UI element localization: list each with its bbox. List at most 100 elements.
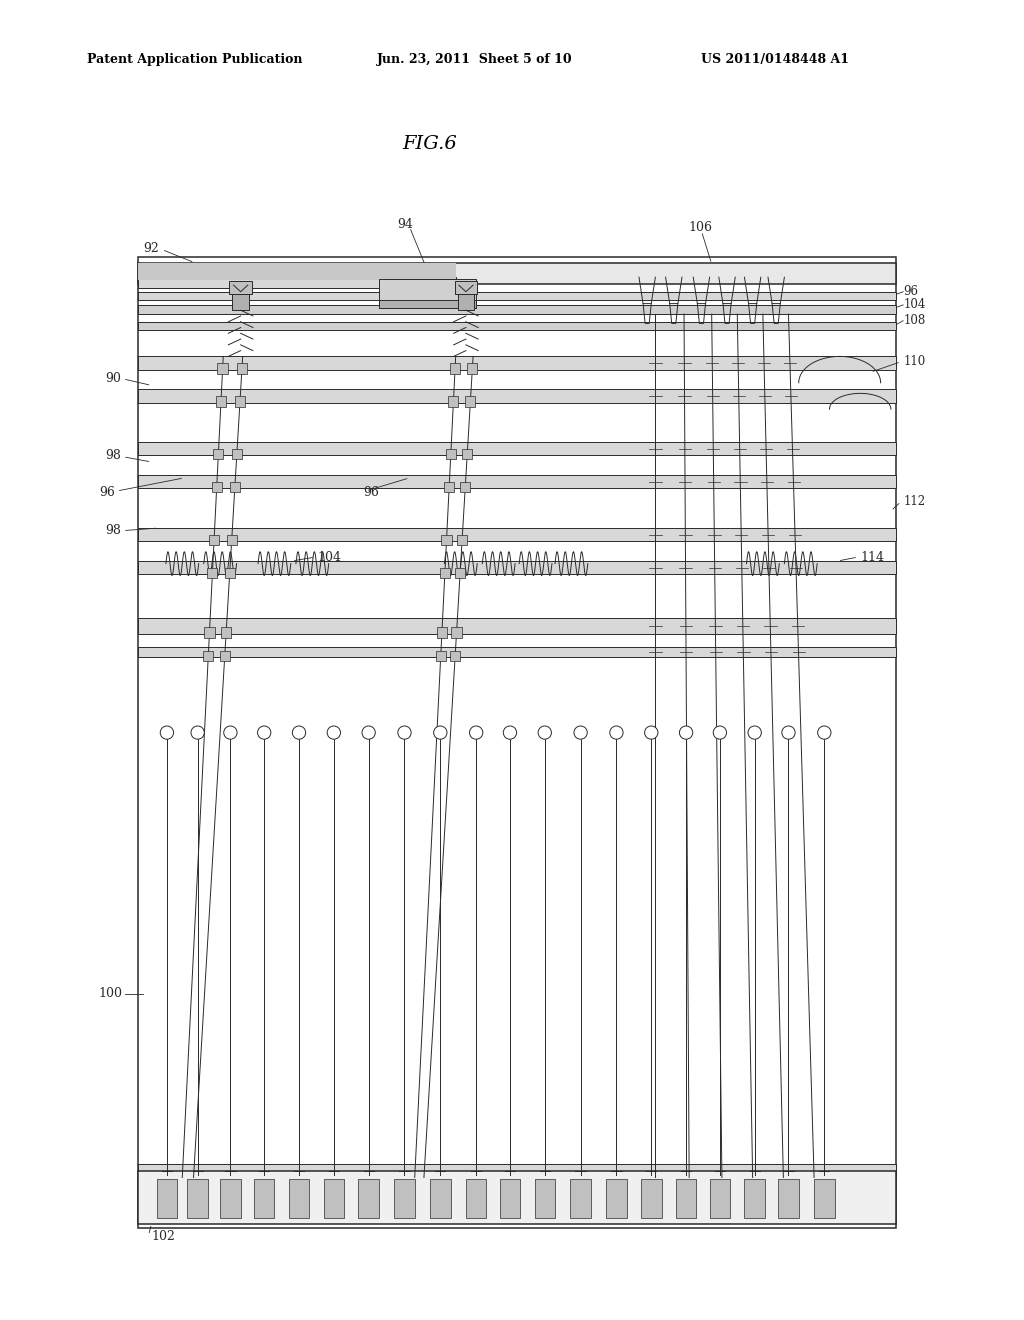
Bar [226,535,237,545]
Bar [138,618,896,634]
Bar [138,1164,896,1177]
Bar [221,627,231,638]
Bar [710,1179,730,1218]
Bar [209,535,219,545]
Bar [212,482,222,492]
Text: 104: 104 [903,298,926,312]
Bar [224,568,234,578]
Bar [138,263,896,284]
Bar [207,568,217,578]
Bar [449,396,459,407]
Bar [138,647,896,657]
Text: 102: 102 [152,1230,175,1243]
Bar [138,475,896,488]
Bar [138,356,896,370]
Bar [203,651,213,661]
Bar [450,651,460,661]
Bar [444,482,455,492]
Text: 96: 96 [98,486,115,499]
Bar [814,1179,835,1218]
Bar [676,1179,696,1218]
Text: FIG.6: FIG.6 [402,135,458,153]
Text: 114: 114 [860,550,884,564]
Bar [138,442,896,455]
Bar [157,1179,177,1218]
Bar [445,449,456,459]
Bar [231,449,242,459]
Text: 112: 112 [903,495,926,508]
Bar [379,279,476,308]
Bar [455,568,465,578]
Bar [455,281,477,294]
Text: 98: 98 [104,524,121,537]
Ellipse shape [645,726,658,739]
Bar [462,449,472,459]
Bar [289,1179,309,1218]
Bar [229,281,252,294]
Ellipse shape [610,726,623,739]
Bar [439,568,450,578]
Text: 104: 104 [317,550,341,564]
Bar [254,1179,274,1218]
Bar [234,396,245,407]
Ellipse shape [258,726,270,739]
Bar [219,651,229,661]
Ellipse shape [293,726,305,739]
Bar [452,627,462,638]
Bar [138,528,896,541]
Text: 100: 100 [99,987,123,1001]
Bar [606,1179,627,1218]
Text: Patent Application Publication: Patent Application Publication [87,53,302,66]
Bar [204,627,214,638]
Text: 94: 94 [397,218,414,231]
Ellipse shape [539,726,551,739]
Ellipse shape [190,726,205,739]
Bar [450,363,460,374]
Text: 90: 90 [104,372,121,385]
Ellipse shape [748,726,762,739]
Bar [430,1179,451,1218]
Bar [441,535,452,545]
Bar [466,1179,486,1218]
Text: Jun. 23, 2011  Sheet 5 of 10: Jun. 23, 2011 Sheet 5 of 10 [377,53,572,66]
Bar [138,561,896,574]
Text: 110: 110 [903,355,926,368]
Bar [138,305,896,314]
Ellipse shape [818,726,831,739]
Ellipse shape [713,726,726,739]
Ellipse shape [469,726,483,739]
Bar [570,1179,591,1218]
Ellipse shape [782,726,795,739]
Text: 96: 96 [903,285,919,298]
Bar [187,1179,208,1218]
Bar [138,277,456,288]
Bar [213,449,223,459]
Text: 96: 96 [364,486,380,499]
Ellipse shape [223,726,238,739]
Bar [379,300,476,308]
Bar [232,294,249,310]
Bar [138,263,456,280]
Ellipse shape [361,726,375,739]
Bar [457,535,467,545]
Ellipse shape [504,726,516,739]
Text: 108: 108 [903,314,926,327]
Bar [229,482,240,492]
Bar [435,651,445,661]
Bar [460,482,470,492]
Bar [138,389,896,403]
Bar [138,257,896,1228]
Bar [778,1179,799,1218]
Ellipse shape [434,726,447,739]
Bar [744,1179,765,1218]
Text: 92: 92 [143,242,159,255]
Bar [358,1179,379,1218]
Text: 106: 106 [688,220,712,234]
Bar [138,322,896,330]
Ellipse shape [573,726,587,739]
Bar [465,396,475,407]
Ellipse shape [397,726,412,739]
Ellipse shape [680,726,692,739]
Text: US 2011/0148448 A1: US 2011/0148448 A1 [701,53,850,66]
Text: 98: 98 [104,449,121,462]
